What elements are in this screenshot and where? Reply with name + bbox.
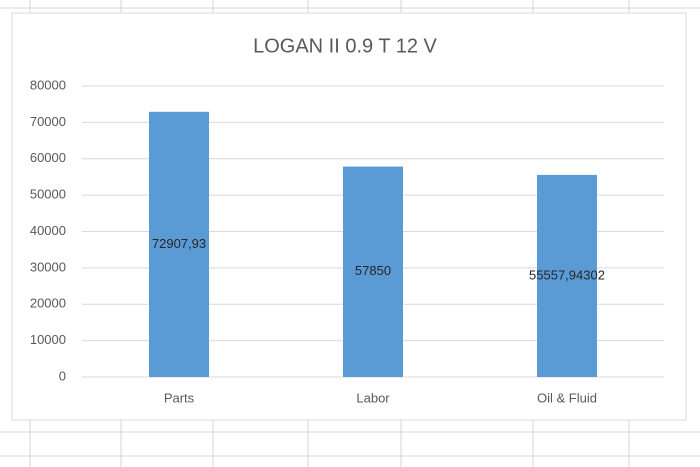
- y-tick-label: 10000: [30, 332, 66, 347]
- bar: [537, 174, 597, 377]
- data-label: 72907,93: [152, 236, 206, 251]
- data-label: 55557,94302: [529, 267, 605, 282]
- y-tick-label: 50000: [30, 187, 66, 202]
- x-tick-label: Parts: [164, 390, 195, 405]
- x-tick-label: Oil & Fluid: [537, 390, 597, 405]
- y-tick-label: 40000: [30, 223, 66, 238]
- y-tick-label: 70000: [30, 114, 66, 129]
- x-tick-label: Labor: [356, 390, 390, 405]
- y-tick-label: 60000: [30, 150, 66, 165]
- bar: [343, 166, 403, 377]
- data-label: 57850: [355, 263, 391, 278]
- chart-title: LOGAN II 0.9 T 12 V: [253, 35, 437, 57]
- bar: [149, 111, 209, 378]
- y-tick-label: 0: [59, 368, 66, 383]
- y-tick-label: 80000: [30, 77, 66, 92]
- y-tick-label: 30000: [30, 259, 66, 274]
- y-tick-label: 20000: [30, 296, 66, 311]
